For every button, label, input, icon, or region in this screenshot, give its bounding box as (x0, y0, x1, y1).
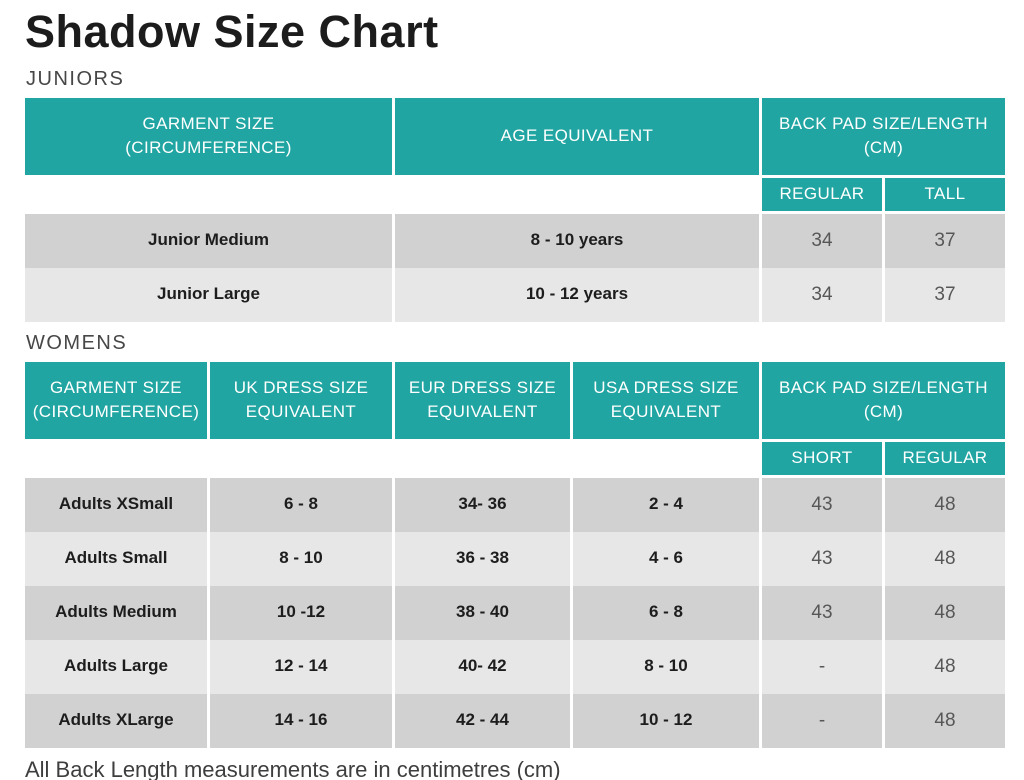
juniors-header-garment-size: GARMENT SIZE (CIRCUMFERENCE) (25, 97, 392, 175)
subheader-spacer (25, 178, 759, 211)
cell-uk-size: 6 - 8 (210, 477, 392, 532)
cell-pad-short: - (762, 693, 882, 748)
cell-usa-size: 4 - 6 (573, 531, 759, 586)
header-line: GARMENT SIZE (49, 377, 182, 397)
cell-pad-regular: 48 (885, 477, 1005, 532)
womens-header-uk-dress-size: UK DRESS SIZE EQUIVALENT (210, 361, 392, 439)
cell-uk-size: 8 - 10 (210, 531, 392, 586)
cell-garment-size: Adults Medium (25, 585, 207, 640)
cell-garment-size: Adults Large (25, 639, 207, 694)
womens-subheader-regular: REGULAR (885, 441, 1005, 475)
measurements-footnote: All Back Length measurements are in cent… (25, 756, 561, 780)
juniors-header-back-pad: BACK PAD SIZE/LENGTH (CM) (762, 97, 1005, 175)
womens-table: GARMENT SIZE (CIRCUMFERENCE) UK DRESS SI… (25, 361, 1008, 748)
header-line: (CM) (863, 402, 904, 422)
cell-eur-size: 42 - 44 (395, 693, 570, 748)
header-line: GARMENT SIZE (142, 113, 275, 133)
header-line: BACK PAD SIZE/LENGTH (779, 113, 988, 133)
header-line: USA DRESS SIZE (593, 377, 739, 397)
juniors-header-row: GARMENT SIZE (CIRCUMFERENCE) AGE EQUIVAL… (25, 97, 1008, 175)
cell-usa-size: 6 - 8 (573, 585, 759, 640)
womens-header-usa-dress-size: USA DRESS SIZE EQUIVALENT (573, 361, 759, 439)
cell-eur-size: 36 - 38 (395, 531, 570, 586)
womens-table-body: Adults XSmall 6 - 8 34- 36 2 - 4 43 48 A… (25, 477, 1008, 748)
womens-subheader-short: SHORT (762, 441, 882, 475)
header-line: EQUIVALENT (245, 402, 357, 422)
cell-eur-size: 40- 42 (395, 639, 570, 694)
womens-header-eur-dress-size: EUR DRESS SIZE EQUIVALENT (395, 361, 570, 439)
cell-pad-regular: 48 (885, 693, 1005, 748)
cell-usa-size: 2 - 4 (573, 477, 759, 532)
cell-pad-regular: 34 (762, 213, 882, 268)
cell-uk-size: 12 - 14 (210, 639, 392, 694)
juniors-table-body: Junior Medium 8 - 10 years 34 37 Junior … (25, 213, 1008, 322)
cell-garment-size: Adults Small (25, 531, 207, 586)
cell-pad-tall: 37 (885, 267, 1005, 322)
header-line: EUR DRESS SIZE (408, 377, 557, 397)
cell-age-equivalent: 8 - 10 years (395, 213, 759, 268)
cell-pad-short: 43 (762, 477, 882, 532)
cell-eur-size: 38 - 40 (395, 585, 570, 640)
cell-usa-size: 10 - 12 (573, 693, 759, 748)
juniors-subheader-tall: TALL (885, 177, 1005, 211)
header-line: BACK PAD SIZE/LENGTH (779, 377, 988, 397)
cell-pad-short: 43 (762, 585, 882, 640)
womens-subheader-row: SHORT REGULAR (25, 441, 1008, 475)
cell-garment-size: Adults XLarge (25, 693, 207, 748)
juniors-subheader-regular: REGULAR (762, 177, 882, 211)
section-label-juniors: JUNIORS (26, 67, 125, 90)
cell-eur-size: 34- 36 (395, 477, 570, 532)
cell-garment-size: Junior Medium (25, 213, 392, 268)
cell-pad-regular: 48 (885, 639, 1005, 694)
cell-uk-size: 14 - 16 (210, 693, 392, 748)
cell-garment-size: Adults XSmall (25, 477, 207, 532)
header-line: (CM) (863, 138, 904, 158)
cell-age-equivalent: 10 - 12 years (395, 267, 759, 322)
womens-header-row: GARMENT SIZE (CIRCUMFERENCE) UK DRESS SI… (25, 361, 1008, 439)
cell-pad-tall: 37 (885, 213, 1005, 268)
header-line: AGE EQUIVALENT (500, 125, 654, 145)
juniors-subheader-row: REGULAR TALL (25, 177, 1008, 211)
cell-pad-regular: 48 (885, 585, 1005, 640)
header-line: (CIRCUMFERENCE) (125, 138, 292, 158)
page-title: Shadow Size Chart (25, 6, 439, 57)
subheader-spacer (25, 442, 759, 475)
section-label-womens: WOMENS (26, 331, 128, 354)
header-line: EQUIVALENT (610, 402, 722, 422)
cell-pad-regular: 34 (762, 267, 882, 322)
cell-pad-short: - (762, 639, 882, 694)
cell-pad-regular: 48 (885, 531, 1005, 586)
cell-garment-size: Junior Large (25, 267, 392, 322)
cell-usa-size: 8 - 10 (573, 639, 759, 694)
womens-header-garment-size: GARMENT SIZE (CIRCUMFERENCE) (25, 361, 207, 439)
header-line: UK DRESS SIZE (233, 377, 369, 397)
cell-uk-size: 10 -12 (210, 585, 392, 640)
header-line: (CIRCUMFERENCE) (32, 402, 200, 422)
womens-header-back-pad: BACK PAD SIZE/LENGTH (CM) (762, 361, 1005, 439)
juniors-table: GARMENT SIZE (CIRCUMFERENCE) AGE EQUIVAL… (25, 97, 1008, 322)
juniors-header-age-equivalent: AGE EQUIVALENT (395, 97, 759, 175)
header-line: EQUIVALENT (427, 402, 538, 422)
cell-pad-short: 43 (762, 531, 882, 586)
